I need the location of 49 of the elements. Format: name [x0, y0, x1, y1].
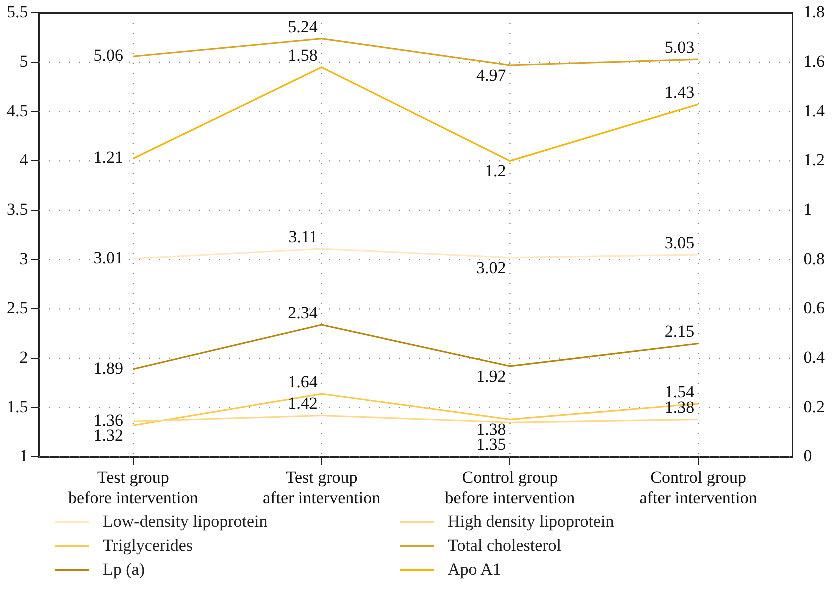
data-label: 3.01 [94, 248, 124, 268]
y-tick-label: 5 [20, 52, 28, 71]
y2-tick-label: 1.8 [804, 2, 825, 22]
data-label: 1.89 [94, 358, 124, 378]
x-tick-label: Test group before intervention [68, 468, 199, 508]
data-label: 1.2 [484, 162, 506, 181]
y2-tick-label: 0.8 [804, 249, 825, 268]
y2-tick-label: 1.2 [804, 150, 825, 170]
y-tick-label: 3.5 [7, 200, 28, 219]
data-label: 1.42 [288, 394, 318, 414]
y-tick-label: 4 [20, 150, 29, 170]
data-label: 2.15 [664, 322, 695, 342]
legend-label: Apo A1 [448, 560, 502, 580]
x-tick-label: Test group after intervention [263, 468, 382, 508]
legend-label: Total cholesterol [448, 536, 562, 556]
y-tick-label: 1 [20, 446, 28, 466]
data-label: 1.92 [476, 366, 506, 386]
y2-tick-label: 1.4 [804, 101, 826, 120]
y2-tick-label: 1.6 [804, 52, 825, 71]
y-tick-label: 3 [20, 249, 28, 268]
data-label: 4.97 [476, 66, 507, 85]
data-label: 1.58 [288, 46, 318, 65]
data-label: 1.43 [664, 82, 695, 102]
y-tick-label: 4.5 [7, 101, 28, 120]
y-tick-label: 2.5 [7, 298, 28, 318]
legend-label: High density lipoprotein [448, 512, 614, 532]
legend-label: Lp (a) [103, 560, 146, 580]
x-tick-label: Control group after intervention [640, 468, 758, 508]
data-label: 1.54 [664, 382, 696, 402]
data-label: 1.64 [288, 372, 318, 392]
legend-label: Low-density lipoprotein [103, 512, 268, 532]
x-tick-label: Control group before intervention [445, 468, 576, 508]
data-label: 5.06 [94, 46, 124, 66]
data-label: 5.03 [664, 38, 695, 58]
y2-tick-label: 0.6 [804, 298, 825, 318]
y2-tick-label: 0.2 [804, 397, 825, 416]
data-label: 3.11 [288, 227, 318, 246]
y-tick-label: 2 [20, 348, 28, 367]
data-label: 3.02 [476, 258, 506, 278]
y2-tick-label: 0.4 [804, 348, 826, 367]
data-label: 5.24 [288, 17, 318, 36]
legend-label: Triglycerides [103, 536, 194, 556]
y-tick-label: 1.5 [7, 397, 28, 416]
data-label: 3.05 [664, 233, 695, 252]
y2-tick-label: 0 [804, 446, 812, 466]
y-tick-label: 5.5 [7, 2, 28, 22]
data-label: 2.34 [288, 303, 318, 322]
data-label: 1.21 [94, 148, 124, 168]
y2-tick-label: 1 [804, 200, 812, 219]
